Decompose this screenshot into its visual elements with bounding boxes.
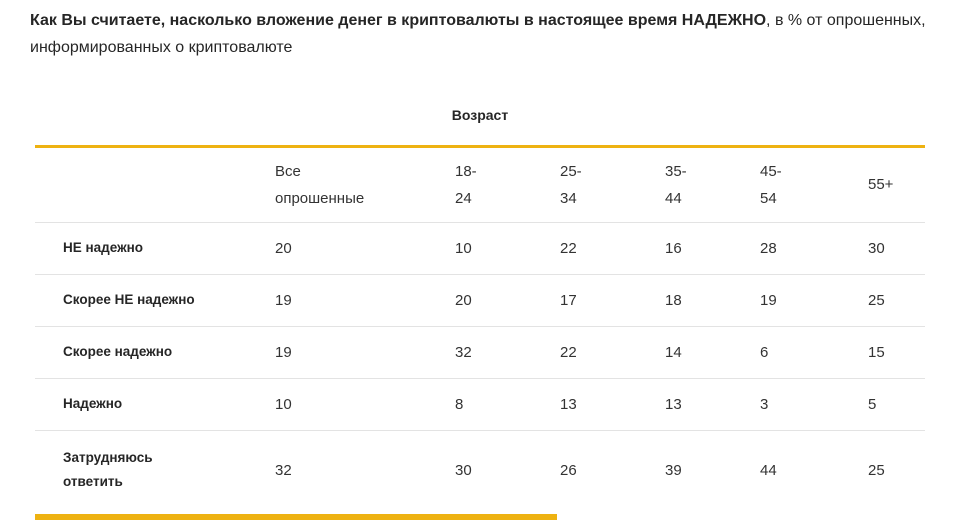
table-row: Надежно 10 8 13 13 3 5 <box>35 378 925 430</box>
table-row: Скорее надежно 19 32 22 14 6 15 <box>35 326 925 378</box>
cell-value: 30 <box>868 239 885 257</box>
data-table: Все опрошенные 18-24 25-34 35-44 45-54 55+ НЕ… <box>35 148 925 510</box>
cell-value: 20 <box>275 239 292 257</box>
cell-value: 30 <box>455 461 472 479</box>
table-body: НЕ надежно 20 10 22 16 28 30 Скорее НЕ надежно 1… <box>35 222 925 510</box>
row-label: Скорее надежно <box>63 343 173 359</box>
column-header: 55+ <box>868 148 925 223</box>
cell-value: 20 <box>455 291 472 309</box>
cell-value: 5 <box>868 395 877 413</box>
cell-value: 18 <box>665 291 682 309</box>
page-title: Как Вы считаете, насколько вложение дене… <box>30 8 932 62</box>
cell-value: 32 <box>455 343 472 361</box>
cell-value: 16 <box>665 239 682 257</box>
column-header: 25-34 <box>560 148 665 223</box>
cell-value: 13 <box>560 395 577 413</box>
top-accent-line <box>35 145 925 148</box>
table-row: Скорее НЕ надежно 19 20 17 18 19 25 <box>35 274 925 326</box>
header-row: Все опрошенные 18-24 25-34 35-44 45-54 55+ <box>35 148 925 223</box>
title-regular-text: , в % от опрошенных, информированных о к… <box>30 12 926 56</box>
survey-table: Возраст Все опрошенные 18-24 25-34 35-44 45-… <box>35 104 925 520</box>
age-group-header: Возраст <box>451 107 509 123</box>
cell-value: 25 <box>868 291 885 309</box>
cell-value: 25 <box>868 461 885 479</box>
cell-value: 22 <box>560 239 577 257</box>
cell-value: 26 <box>560 461 577 479</box>
row-label: Скорее НЕ надежно <box>63 291 195 307</box>
row-label: Затрудняюсь ответить <box>63 449 153 490</box>
cell-value: 28 <box>760 239 777 257</box>
table-row: НЕ надежно 20 10 22 16 28 30 <box>35 222 925 274</box>
row-label: Надежно <box>63 395 123 411</box>
cell-value: 32 <box>275 461 292 479</box>
column-header: Все опрошенные <box>275 148 455 223</box>
table-row: Затрудняюсь ответить 32 30 26 39 44 25 <box>35 430 925 510</box>
cell-value: 19 <box>760 291 777 309</box>
cell-value: 10 <box>455 239 472 257</box>
cell-value: 14 <box>665 343 682 361</box>
row-label: НЕ надежно <box>63 239 144 255</box>
cell-value: 44 <box>760 461 777 479</box>
cell-value: 15 <box>868 343 885 361</box>
corner-cell <box>35 148 275 223</box>
cell-value: 13 <box>665 395 682 413</box>
cell-value: 17 <box>560 291 577 309</box>
column-header: 45-54 <box>760 148 868 223</box>
cell-value: 10 <box>275 395 292 413</box>
column-header: 18-24 <box>455 148 560 223</box>
cell-value: 19 <box>275 291 292 309</box>
cell-value: 8 <box>455 395 464 413</box>
cell-value: 39 <box>665 461 682 479</box>
cell-value: 6 <box>760 343 769 361</box>
cell-value: 19 <box>275 343 292 361</box>
column-header: 35-44 <box>665 148 760 223</box>
cell-value: 22 <box>560 343 577 361</box>
bottom-accent-line <box>35 514 557 520</box>
title-bold-text: Как Вы считаете, насколько вложение дене… <box>30 12 767 29</box>
cell-value: 3 <box>760 395 769 413</box>
